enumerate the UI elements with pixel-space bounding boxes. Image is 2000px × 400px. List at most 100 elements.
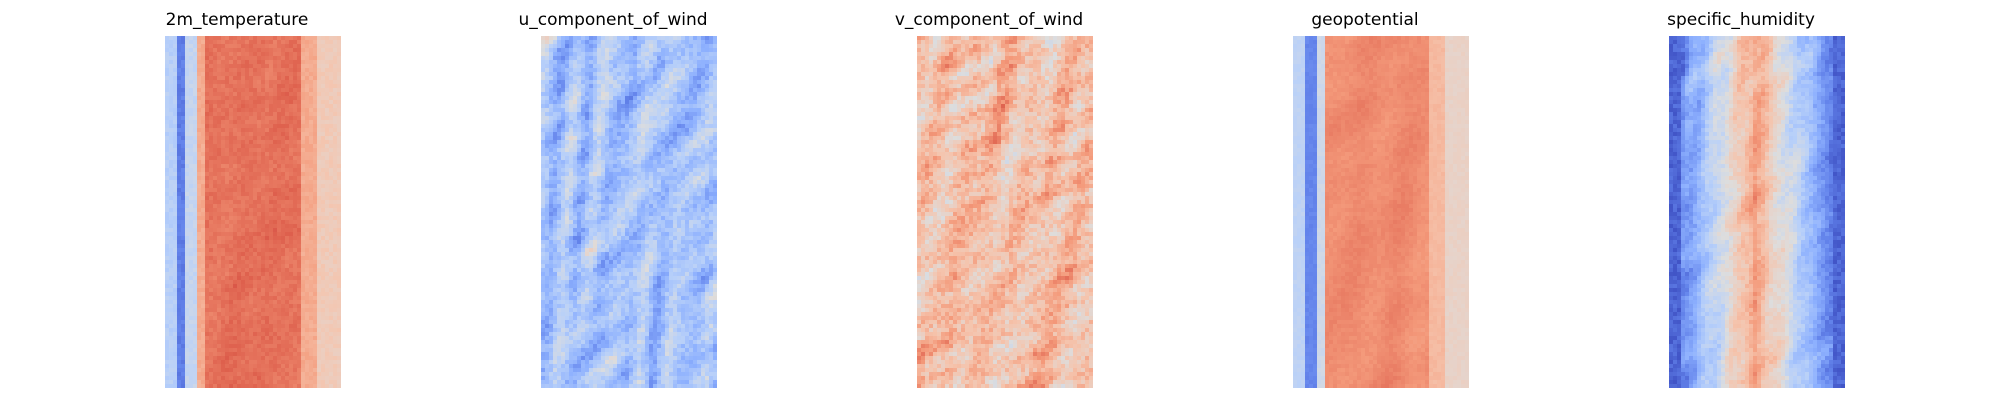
heatmap-cell (325, 252, 330, 257)
heatmap-cell (325, 288, 330, 293)
heatmap-cell (205, 296, 210, 301)
heatmap-cell (193, 320, 198, 325)
heatmap-cell (201, 240, 206, 245)
heatmap-cell (241, 176, 246, 181)
heatmap-cell (333, 352, 338, 357)
heatmap-cell (261, 152, 266, 157)
heatmap-cell (177, 60, 182, 65)
heatmap-cell (173, 168, 178, 173)
heatmap-cell (209, 288, 214, 293)
heatmap-cell (257, 184, 262, 189)
heatmap-cell (629, 124, 634, 129)
heatmap-cell (673, 92, 678, 97)
heatmap-cell (253, 268, 258, 273)
heatmap-cell (677, 92, 682, 97)
heatmap-cell (641, 112, 646, 117)
heatmap-cell (689, 108, 694, 113)
heatmap-cell (301, 304, 306, 309)
heatmap-cell (285, 264, 290, 269)
heatmap-cell (661, 112, 666, 117)
heatmap-cell (549, 48, 554, 53)
heatmap-cell (201, 76, 206, 81)
heatmap-cell (169, 268, 174, 273)
heatmap-cell (305, 344, 310, 349)
heatmap-cell (589, 120, 594, 125)
heatmap-cell (309, 124, 314, 129)
heatmap-cell (337, 220, 341, 225)
heatmap-cell (329, 180, 334, 185)
heatmap-cell (245, 364, 250, 369)
heatmap-cell (669, 100, 674, 105)
heatmap-cell (685, 64, 690, 69)
heatmap-cell (629, 104, 634, 109)
heatmap-cell (289, 304, 294, 309)
heatmap-cell (181, 340, 186, 345)
heatmap-cell (249, 360, 254, 365)
heatmap-cell (185, 264, 190, 269)
heatmap-cell (301, 260, 306, 265)
heatmap-cell (185, 328, 190, 333)
heatmap-cell (165, 288, 170, 293)
heatmap-cell (633, 64, 638, 69)
heatmap-cell (297, 292, 302, 297)
heatmap-cell (297, 160, 302, 165)
heatmap-cell (337, 112, 341, 117)
heatmap-cell (197, 140, 202, 145)
heatmap-cell (301, 92, 306, 97)
heatmap-cell (573, 96, 578, 101)
heatmap-cell (237, 52, 242, 57)
heatmap-cell (329, 64, 334, 69)
heatmap-cell (165, 96, 170, 101)
heatmap-cell (229, 324, 234, 329)
heatmap-cell (193, 380, 198, 385)
heatmap-cell (249, 224, 254, 229)
heatmap-cell (261, 60, 266, 65)
heatmap-cell (165, 56, 170, 61)
heatmap-cell (181, 100, 186, 105)
heatmap-cell (333, 48, 338, 53)
heatmap-cell (221, 104, 226, 109)
heatmap-cell (301, 360, 306, 365)
heatmap-cell (609, 40, 614, 45)
heatmap-cell (641, 124, 646, 129)
heatmap-cell (605, 88, 610, 93)
heatmap-cell (265, 316, 270, 321)
heatmap-cell (297, 228, 302, 233)
heatmap-cell (681, 56, 686, 61)
heatmap-cell (249, 184, 254, 189)
heatmap-cell (197, 348, 202, 353)
heatmap-cell (549, 68, 554, 73)
heatmap-cell (293, 160, 298, 165)
heatmap-cell (293, 168, 298, 173)
heatmap-cell (177, 308, 182, 313)
heatmap-cell (253, 196, 258, 201)
heatmap-cell (165, 76, 170, 81)
heatmap-cell (205, 232, 210, 237)
heatmap-cell (577, 104, 582, 109)
heatmap-cell (165, 240, 170, 245)
heatmap-cell (193, 312, 198, 317)
heatmap-cell (169, 116, 174, 121)
heatmap-cell (309, 264, 314, 269)
heatmap-cell (229, 204, 234, 209)
heatmap-cell (293, 244, 298, 249)
heatmap-cell (549, 108, 554, 113)
heatmap-cell (237, 224, 242, 229)
heatmap-cell (173, 44, 178, 49)
heatmap-cell (217, 140, 222, 145)
heatmap-cell (249, 356, 254, 361)
heatmap-cell (273, 360, 278, 365)
heatmap-cell (273, 176, 278, 181)
heatmap-cell (285, 56, 290, 61)
heatmap-cell (321, 296, 326, 301)
heatmap-cell (541, 100, 546, 105)
heatmap-cell (589, 40, 594, 45)
heatmap-cell (701, 36, 706, 41)
heatmap-cell (665, 96, 670, 101)
heatmap-cell (277, 300, 282, 305)
heatmap-cell (601, 100, 606, 105)
heatmap-cell (241, 280, 246, 285)
heatmap-cell (197, 192, 202, 197)
heatmap-cell (173, 276, 178, 281)
heatmap-cell (173, 260, 178, 265)
